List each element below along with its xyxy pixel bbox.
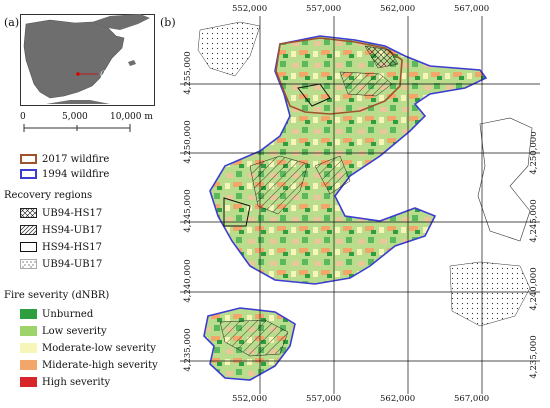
balearic-islands-shape	[128, 60, 136, 66]
region-hs94-hs17-east-outline	[477, 117, 533, 242]
dots-pattern-icon	[20, 259, 37, 269]
easting-label-top-557000: 557,000	[306, 4, 342, 14]
easting-label-bottom-557000: 557,000	[306, 394, 342, 404]
easting-label-top-567000: 567,000	[454, 4, 490, 14]
iberia-inset-map: (b)	[20, 14, 155, 106]
scale-tick-5000: 5,000	[62, 112, 88, 122]
easting-label-bottom-562000: 562,000	[380, 394, 416, 404]
legend-item-moderate-low: Moderate-low severity	[20, 342, 156, 354]
legend-item-ub94-ub17: UB94-UB17	[20, 258, 102, 270]
scale-tick-10000: 10,000 m	[110, 112, 153, 122]
easting-label-top-562000: 562,000	[380, 4, 416, 14]
outline-pattern-icon	[20, 242, 37, 252]
region-hs94-hs17-center	[223, 197, 251, 227]
panel-label-b: (b)	[160, 16, 176, 29]
easting-label-top-552000: 552,000	[232, 4, 268, 14]
severity-swatch-high	[20, 377, 37, 387]
region-ub94-ub17-northwest	[197, 21, 261, 77]
diagonal-pattern-icon	[20, 225, 37, 235]
fire-severity-map	[180, 16, 540, 394]
easting-label-bottom-552000: 552,000	[232, 394, 268, 404]
legend-item-1994-wildfire: 1994 wildfire	[20, 168, 109, 180]
region-ub94-ub17-east	[449, 261, 531, 327]
region-ub94-hs17-north	[364, 45, 399, 69]
study-area-marker-icon	[76, 72, 80, 76]
wildfire-2017-perimeter	[275, 37, 403, 115]
severity-swatch-unburned	[20, 309, 37, 319]
legend-item-hs94-hs17: HS94-HS17	[20, 241, 102, 253]
panel-label-a: (a)	[4, 16, 20, 29]
inset-marker-label: (b)	[100, 70, 111, 79]
coordinate-grid	[180, 16, 540, 394]
legend-item-moderate-high: Miderate-high severity	[20, 359, 158, 371]
legend-title-recovery: Recovery regions	[4, 190, 93, 201]
region-hs94-ub17-south	[219, 319, 289, 357]
legend-item-2017-wildfire: 2017 wildfire	[20, 153, 109, 165]
easting-label-bottom-567000: 567,000	[454, 394, 490, 404]
region-hs94-ub17-center-2	[314, 155, 351, 195]
severity-swatch-moderate-low	[20, 343, 37, 353]
legend-item-ub94-hs17: UB94-HS17	[20, 207, 102, 219]
scale-bar	[23, 124, 131, 132]
legend-swatch-2017	[20, 154, 37, 164]
legend-item-unburned: Unburned	[20, 308, 93, 320]
region-hs94-hs17-north	[297, 83, 331, 107]
crosshatch-pattern-icon	[20, 208, 37, 218]
legend-item-hs94-ub17: HS94-UB17	[20, 224, 102, 236]
north-africa-shape	[46, 100, 110, 104]
scale-tick-0: 0	[20, 112, 26, 122]
severity-swatch-low	[20, 326, 37, 336]
legend-title-severity: Fire severity (dNBR)	[4, 290, 110, 301]
legend-item-low: Low severity	[20, 325, 107, 337]
region-hs94-ub17-center	[249, 155, 309, 215]
france-edge-shape	[92, 14, 150, 30]
severity-swatch-moderate-high	[20, 360, 37, 370]
legend-swatch-1994	[20, 169, 37, 179]
legend-item-high: High severity	[20, 376, 110, 388]
